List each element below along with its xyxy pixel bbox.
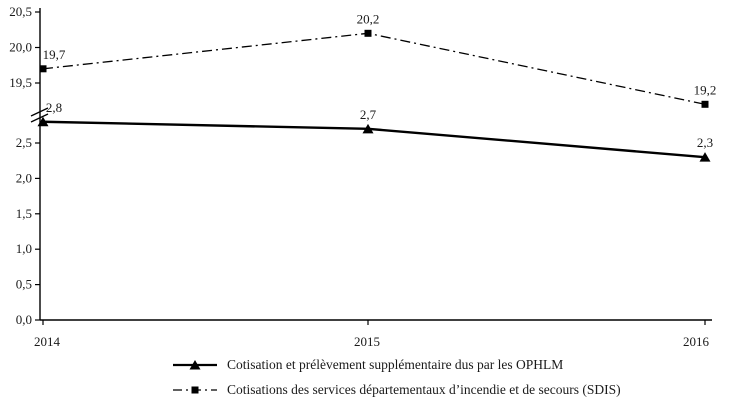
y-tick-label: 19,5 <box>9 75 32 90</box>
data-point-marker-square <box>39 65 47 73</box>
data-point-label: 20,2 <box>357 11 380 26</box>
legend-item-sdis: Cotisations des services départementaux … <box>172 382 621 398</box>
data-point-label: 2,3 <box>697 135 713 150</box>
data-point-marker-triangle <box>699 152 711 162</box>
data-point-marker-triangle <box>37 116 49 127</box>
x-tick-label: 2016 <box>683 334 710 349</box>
chart-canvas: 0,0 0,5 1,0 1,5 2,0 2,5 19,5 20,0 20,5 2014 2015 20… <box>9 4 717 349</box>
axis-break-mark <box>30 107 49 117</box>
y-tick-label: 2,0 <box>16 170 32 185</box>
series-line-0 <box>42 120 706 159</box>
data-point-marker-square <box>364 29 372 37</box>
legend-label-ophlm: Cotisation et prélèvement supplémentaire… <box>227 357 564 372</box>
chart-legend: Cotisation et prélèvement supplémentaire… <box>172 357 621 398</box>
legend-item-ophlm: Cotisation et prélèvement supplémentaire… <box>172 357 621 373</box>
data-point-label: 19,2 <box>694 82 717 97</box>
x-tick-label: 2015 <box>354 334 380 349</box>
data-point-marker-square <box>701 100 709 108</box>
data-point-label: 19,7 <box>43 47 66 62</box>
x-tick-label: 2014 <box>34 334 61 349</box>
legend-marker-triangle-line-icon <box>173 360 217 370</box>
data-point-label: 2,8 <box>46 100 62 115</box>
y-tick-label: 20,5 <box>9 4 32 19</box>
data-point-marker-triangle <box>362 123 374 134</box>
y-tick-label: 1,0 <box>16 241 32 256</box>
y-tick-label: 1,5 <box>16 206 32 221</box>
data-point-label: 2,7 <box>360 107 377 122</box>
axis-break-mark <box>30 113 49 123</box>
y-tick-label: 0,5 <box>16 277 32 292</box>
legend-marker-square-line-icon <box>173 386 217 394</box>
legend-label-sdis: Cotisations des services départementaux … <box>227 382 621 397</box>
y-tick-label: 2,5 <box>16 135 32 150</box>
y-tick-label: 0,0 <box>16 312 32 327</box>
y-tick-label: 20,0 <box>9 40 32 55</box>
series-line-1 <box>42 32 706 105</box>
